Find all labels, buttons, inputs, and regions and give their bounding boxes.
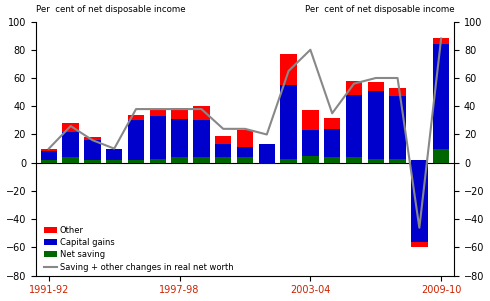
Bar: [193, 106, 210, 120]
Bar: [324, 157, 341, 163]
Bar: [237, 147, 253, 157]
Bar: [149, 116, 166, 159]
Bar: [302, 110, 318, 130]
Bar: [41, 160, 57, 163]
Bar: [215, 144, 231, 157]
Bar: [280, 54, 297, 85]
Bar: [172, 157, 188, 163]
Bar: [193, 120, 210, 157]
Bar: [63, 157, 79, 163]
Bar: [390, 159, 406, 163]
Bar: [346, 81, 362, 95]
Bar: [324, 118, 341, 129]
Bar: [346, 157, 362, 163]
Bar: [215, 136, 231, 144]
Bar: [411, 160, 427, 163]
Bar: [302, 156, 318, 163]
Bar: [302, 130, 318, 156]
Bar: [390, 88, 406, 96]
Legend: Other, Capital gains, Net saving, Saving + other changes in real net worth: Other, Capital gains, Net saving, Saving…: [44, 225, 234, 272]
Bar: [433, 149, 449, 163]
Bar: [411, 160, 427, 247]
Bar: [368, 91, 384, 159]
Text: Per  cent of net disposable income: Per cent of net disposable income: [305, 5, 454, 14]
Bar: [172, 119, 188, 157]
Text: Per  cent of net disposable income: Per cent of net disposable income: [36, 5, 185, 14]
Bar: [149, 110, 166, 116]
Bar: [368, 82, 384, 91]
Bar: [84, 137, 100, 140]
Bar: [106, 149, 122, 160]
Bar: [128, 160, 144, 163]
Bar: [237, 157, 253, 163]
Bar: [215, 157, 231, 163]
Bar: [346, 95, 362, 157]
Bar: [149, 159, 166, 163]
Bar: [433, 39, 449, 44]
Bar: [106, 160, 122, 163]
Bar: [280, 159, 297, 163]
Bar: [41, 149, 57, 160]
Bar: [259, 144, 275, 164]
Bar: [390, 96, 406, 159]
Bar: [368, 159, 384, 163]
Bar: [172, 108, 188, 119]
Bar: [237, 130, 253, 147]
Bar: [411, 242, 427, 247]
Bar: [193, 157, 210, 163]
Bar: [433, 44, 449, 149]
Bar: [41, 149, 57, 151]
Bar: [63, 132, 79, 157]
Bar: [84, 160, 100, 163]
Bar: [259, 163, 275, 164]
Bar: [128, 115, 144, 120]
Bar: [128, 120, 144, 160]
Bar: [280, 85, 297, 159]
Bar: [324, 129, 341, 157]
Bar: [84, 140, 100, 160]
Bar: [63, 123, 79, 132]
